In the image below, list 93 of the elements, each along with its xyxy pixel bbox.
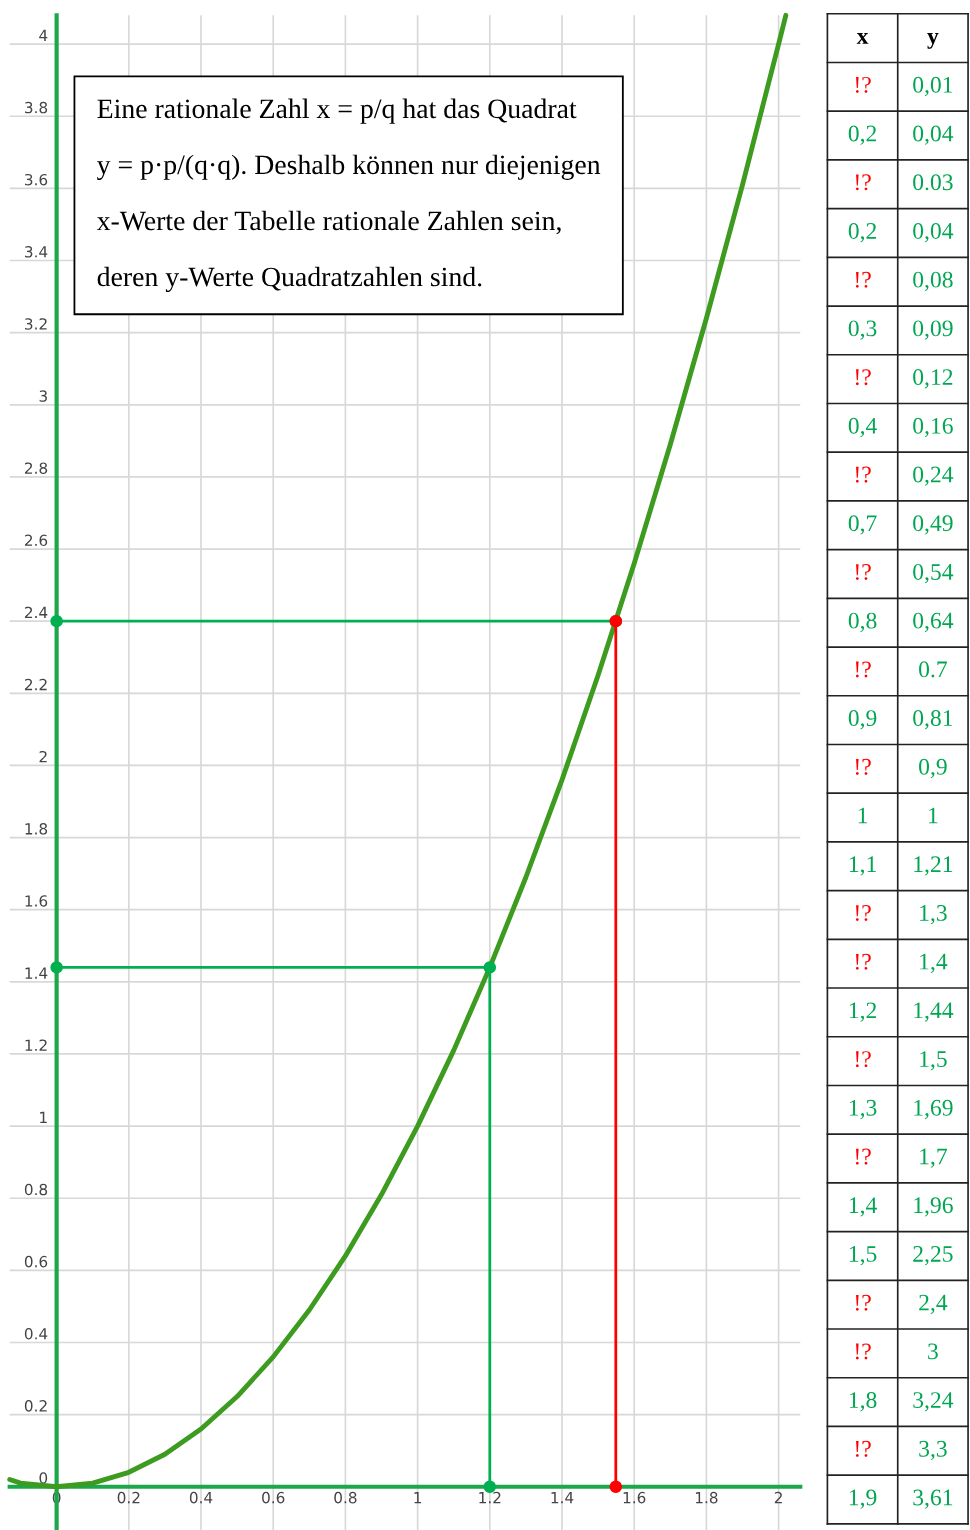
text: 0,16 — [913, 417, 953, 438]
text: 0,08 — [913, 271, 953, 291]
text: y — [927, 32, 939, 49]
text: !? — [855, 758, 871, 775]
text: 0,8 — [848, 612, 877, 632]
text: 0,04 — [913, 125, 954, 145]
text: 0,2 — [848, 222, 877, 243]
text: !? — [855, 953, 871, 970]
text: 1,1 — [849, 856, 876, 876]
y-tick-label: 2 — [39, 750, 47, 763]
text: x — [856, 32, 869, 44]
y-tick-label: 2.4 — [24, 606, 48, 618]
y-tick-label: 2.8 — [24, 462, 48, 474]
y-tick-label: 3.6 — [25, 173, 48, 186]
y-tick-label: 3 — [39, 390, 47, 402]
text: !? — [855, 76, 871, 93]
text: !? — [855, 905, 871, 921]
text: 1,4 — [849, 1197, 877, 1217]
text: 1 — [929, 807, 938, 824]
text: 1,69 — [914, 1099, 953, 1120]
text: 1,7 — [920, 1148, 947, 1168]
text: 0,81 — [913, 710, 953, 730]
annotation: Eine rationale Zahl x = p/q hat das Quadrat y = p·p/(q·q). Deshalb können nur diejenigen x-Werte der Tabelle rationale Zahlen sein, deren y-Werte Quadratzahlen sind. — [96, 98, 601, 293]
text: 3,3 — [919, 1440, 947, 1461]
x-tick-label: 2 — [774, 1491, 782, 1504]
y-tick-label: 3.4 — [25, 246, 48, 258]
x-tick-label: 1 — [414, 1492, 422, 1504]
text: 0,01 — [913, 76, 953, 97]
text: 3,24 — [913, 1392, 954, 1412]
text: 0,3 — [848, 320, 877, 340]
text: 0,09 — [913, 320, 953, 340]
text: 3,61 — [913, 1489, 953, 1509]
text: 0.7 — [919, 661, 947, 678]
text: 1,3 — [920, 905, 947, 925]
text: !? — [855, 466, 871, 483]
y-tick-label: 3.8 — [25, 101, 48, 114]
text: !? — [855, 661, 871, 678]
y-tick-label: 3.2 — [25, 318, 47, 330]
text: !? — [855, 271, 871, 288]
text: 0,54 — [913, 563, 954, 584]
y-tick-label: 1.2 — [25, 1039, 47, 1051]
text: !? — [855, 1148, 871, 1165]
text: 0,9 — [919, 758, 947, 779]
text: 0,7 — [848, 515, 877, 535]
text: 3 — [928, 1343, 938, 1360]
text: 0,4 — [848, 417, 877, 438]
y-tick-label: 0.4 — [24, 1327, 48, 1340]
text: 1,4 — [920, 953, 948, 973]
text: 1,5 — [849, 1246, 877, 1266]
text: !? — [855, 1343, 871, 1360]
y-tick-label: 4 — [39, 29, 48, 41]
y-tick-label: 1.6 — [25, 895, 48, 907]
text: !? — [855, 1051, 871, 1068]
text: 1,8 — [849, 1392, 877, 1412]
x-tick-label: 0.6 — [262, 1491, 285, 1504]
text: 0,04 — [913, 222, 954, 243]
y-tick-label: 1.8 — [25, 823, 48, 835]
text: 2,4 — [919, 1294, 948, 1314]
text: !? — [855, 174, 871, 191]
text: !? — [855, 369, 871, 386]
x-tick-label: 1.4 — [551, 1492, 574, 1504]
text: 1,2 — [849, 1002, 877, 1022]
text: 1,9 — [849, 1489, 877, 1509]
text: !? — [855, 564, 871, 580]
text: 1,96 — [914, 1197, 953, 1217]
x-tick-label: 1.8 — [695, 1491, 718, 1504]
y-tick-label: 0.8 — [24, 1183, 48, 1196]
text: 0,2 — [848, 125, 877, 145]
x-tick-label: 1.2 — [479, 1491, 501, 1504]
text: 0,12 — [913, 369, 953, 389]
text: 0,49 — [913, 515, 953, 535]
x-tick-label: 1.6 — [623, 1491, 646, 1504]
text: 0,64 — [913, 612, 954, 632]
text: 0.03 — [913, 174, 953, 191]
y-tick-label: 1 — [40, 1111, 47, 1123]
text: 2,25 — [913, 1246, 953, 1266]
y-tick-label: 1.4 — [25, 967, 48, 979]
y-tick-label: 0.2 — [24, 1400, 47, 1412]
x-tick-label: 0.8 — [334, 1491, 357, 1504]
text: !? — [855, 1294, 871, 1311]
text: 1,21 — [914, 856, 953, 876]
y-tick-label: 2.2 — [24, 678, 47, 691]
text: 1,3 — [849, 1099, 877, 1120]
text: !? — [855, 1440, 871, 1457]
x-tick-label: 0.4 — [189, 1491, 213, 1504]
text: 1 — [858, 807, 868, 824]
x-tick-label: 0.2 — [117, 1491, 140, 1504]
text: 0,24 — [913, 466, 954, 486]
text: 0,9 — [848, 710, 877, 730]
text: 1,5 — [920, 1051, 947, 1071]
text: 1,44 — [914, 1002, 954, 1022]
y-tick-label: 2.6 — [24, 534, 48, 547]
y-tick-label: 0.6 — [24, 1255, 48, 1268]
